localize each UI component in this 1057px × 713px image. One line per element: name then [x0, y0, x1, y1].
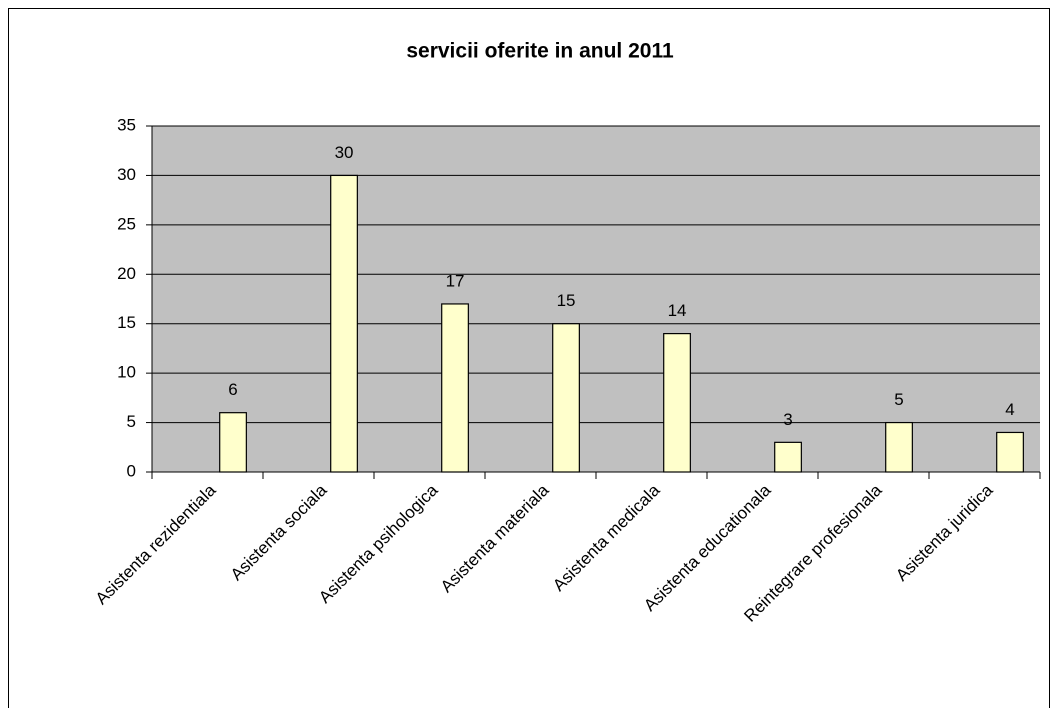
y-tick-label: 15: [117, 313, 136, 332]
data-label: 15: [557, 291, 576, 310]
bar: [663, 333, 691, 473]
bar: [552, 323, 580, 473]
data-label: 17: [446, 271, 465, 290]
bar: [330, 174, 358, 473]
y-tick-label: 10: [117, 363, 136, 382]
data-label: 3: [783, 410, 792, 429]
y-tick-label: 20: [117, 264, 136, 283]
y-tick-label: 25: [117, 214, 136, 233]
bar: [774, 441, 802, 473]
data-label: 5: [894, 390, 903, 409]
data-label: 30: [335, 143, 354, 162]
bar: [441, 303, 469, 473]
data-label: 4: [1005, 400, 1014, 419]
data-label: 14: [668, 301, 687, 320]
bar: [885, 421, 913, 473]
y-tick-label: 35: [117, 115, 136, 134]
y-tick-label: 0: [127, 461, 136, 480]
chart-title: servicii oferite in anul 2011: [406, 40, 674, 63]
bar: [996, 431, 1024, 473]
bar: [219, 412, 247, 473]
y-tick-label: 5: [127, 412, 136, 431]
plot-area: [152, 126, 1040, 472]
data-label: 6: [228, 380, 237, 399]
y-tick-label: 30: [117, 165, 136, 184]
